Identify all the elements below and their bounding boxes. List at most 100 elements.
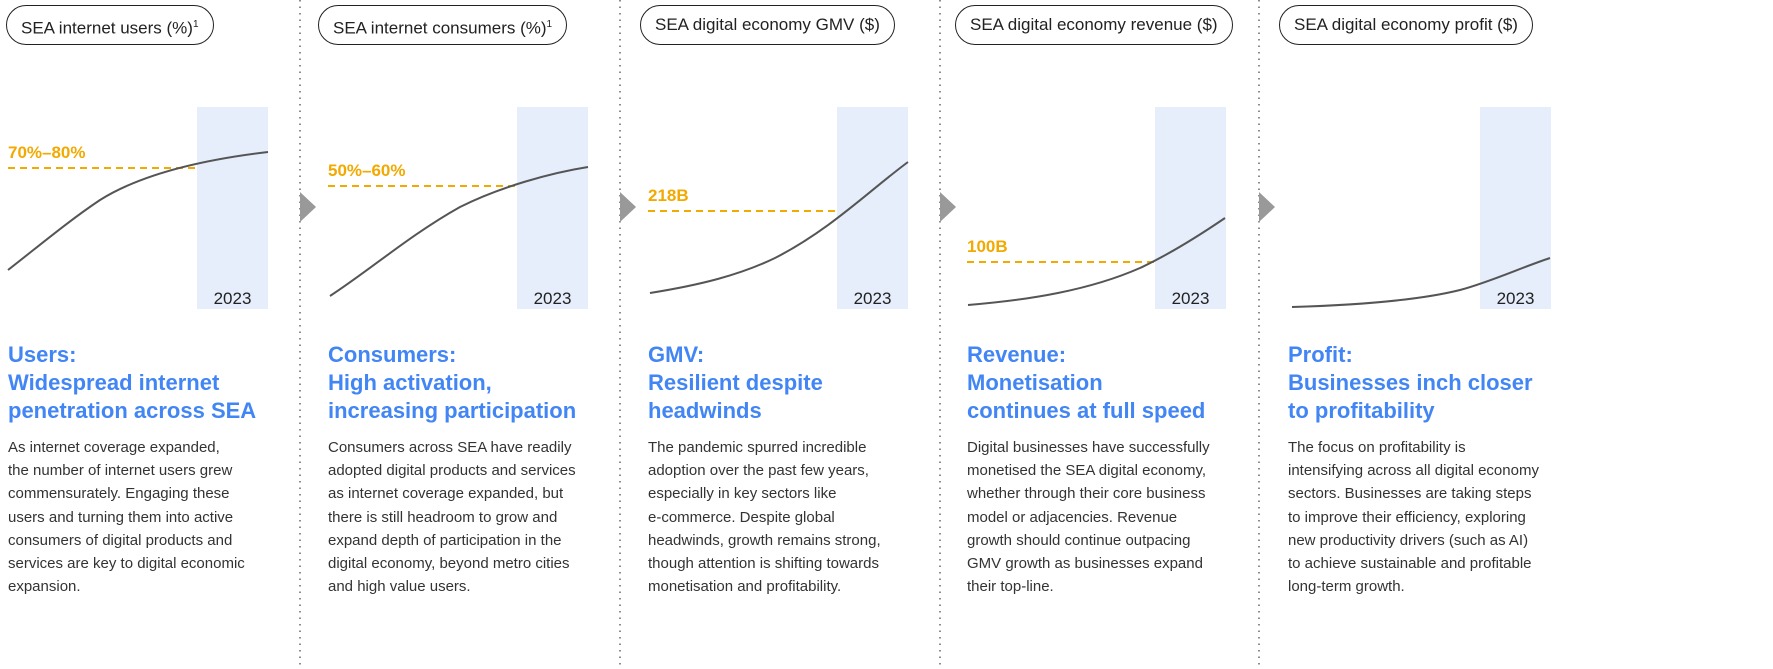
arrow	[1259, 192, 1275, 222]
body-text: Digital businesses have successfully mone…	[967, 436, 1210, 598]
text: model or adjacencies. Revenue	[967, 508, 1178, 526]
text: 50%–60%	[328, 161, 406, 180]
text: High activation,	[328, 370, 492, 395]
curve	[7, 151, 269, 271]
text: 218B	[648, 186, 689, 205]
arrow	[940, 192, 956, 222]
text: 2023	[533, 289, 572, 308]
heading: Revenue: Monetisation continues at full sp…	[967, 341, 1205, 425]
text: to improve their efficiency, exploring	[1288, 508, 1526, 526]
pill-label: SEA digital economy profit ($)	[1279, 5, 1533, 45]
text: The focus on profitability is	[1288, 439, 1466, 456]
text: 70%–80%	[8, 143, 86, 162]
text: 2023	[213, 289, 252, 308]
text: digital economy, beyond metro cities	[328, 555, 570, 573]
text: continues at full speed	[967, 398, 1206, 423]
text: 2023	[1496, 289, 1535, 308]
heading: Profit: Businesses inch closer to profitab…	[1288, 341, 1533, 425]
body-text: Consumers across SEA have readily adopted…	[328, 436, 576, 598]
text: adopted digital products and services	[328, 462, 576, 480]
arrow	[620, 192, 636, 222]
year-label: 2023	[517, 289, 588, 309]
body-text: The pandemic spurred incredible adoption …	[648, 436, 881, 598]
curve	[329, 166, 589, 297]
year-label: 2023	[1480, 289, 1551, 309]
text: SEA internet users (%)	[21, 18, 193, 38]
text: expansion.	[8, 578, 81, 596]
curve	[1291, 257, 1551, 308]
highlight-band	[837, 107, 908, 309]
text: Resilient despite	[648, 370, 823, 395]
text: GMV:	[648, 342, 705, 367]
text: monetisation and profitability.	[648, 578, 842, 596]
text: adoption over the past few years,	[648, 462, 869, 480]
year-label: 2023	[197, 289, 268, 309]
text: there is still headroom to grow and	[328, 508, 558, 526]
text: 2023	[853, 289, 892, 308]
text: services are key to digital economic	[8, 555, 245, 573]
text: whether through their core business	[967, 485, 1206, 503]
pill-label: SEA digital economy revenue ($)	[955, 5, 1233, 45]
text: GMV growth as businesses expand	[967, 555, 1203, 573]
text: 1	[192, 19, 199, 30]
text: especially in key sectors like	[648, 485, 837, 503]
text: e-commerce. Despite global	[648, 508, 835, 526]
text: as internet coverage expanded, but	[328, 485, 564, 503]
curve	[649, 161, 909, 294]
year-label: 2023	[837, 289, 908, 309]
heading: Consumers: High activation, increasing par…	[328, 341, 576, 425]
text: users and turning them into active	[8, 508, 234, 526]
text: SEA digital economy profit ($)	[1294, 15, 1518, 34]
text: commensurately. Engaging these	[8, 485, 230, 503]
text: headwinds	[648, 398, 762, 423]
year-label: 2023	[1155, 289, 1226, 309]
curve	[967, 217, 1226, 306]
text: sectors. Businesses are taking steps	[1288, 485, 1532, 503]
text: headwinds, growth remains strong,	[648, 531, 881, 549]
text: The pandemic spurred incredible	[648, 439, 867, 456]
body-text: As internet coverage expanded, the number…	[8, 436, 245, 598]
value-label: 70%–80%	[8, 143, 86, 163]
text: though attention is shifting towards	[648, 555, 879, 573]
value-label: 218B	[648, 186, 689, 206]
text: Consumers across SEA have readily	[328, 439, 572, 456]
pill-label: SEA internet users (%)1	[6, 5, 214, 45]
text: Profit:	[1288, 342, 1353, 367]
text: Revenue:	[967, 342, 1067, 367]
text: consumers of digital products and	[8, 531, 233, 549]
text: Digital businesses have successfully	[967, 439, 1210, 456]
highlight-band	[197, 107, 268, 309]
text: new productivity drivers (such as AI)	[1288, 531, 1529, 549]
value-label: 100B	[967, 237, 1008, 257]
text: expand depth of participation in the	[328, 531, 562, 549]
text: penetration across SEA	[8, 398, 257, 423]
text: Consumers:	[328, 342, 457, 367]
text: intensifying across all digital economy	[1288, 462, 1539, 480]
heading: Users: Widespread internet penetration acr…	[8, 341, 256, 425]
text: SEA digital economy revenue ($)	[970, 15, 1218, 34]
text: Users:	[8, 342, 77, 367]
text: 1	[546, 19, 553, 30]
value-label: 50%–60%	[328, 161, 406, 181]
text: 100B	[967, 237, 1008, 256]
pill-label: SEA internet consumers (%)1	[318, 5, 568, 45]
highlight-band	[1155, 107, 1226, 309]
text: As internet coverage expanded,	[8, 439, 220, 456]
body-text: The focus on profitability is intensifyin…	[1288, 436, 1539, 598]
text: Widespread internet	[8, 370, 220, 395]
text: the number of internet users grew	[8, 462, 233, 480]
text: long-term growth.	[1288, 578, 1405, 596]
heading: GMV: Resilient despite headwinds	[648, 341, 823, 425]
text: monetised the SEA digital economy,	[967, 462, 1207, 480]
highlight-band	[517, 107, 588, 309]
text: growth should continue outpacing	[967, 531, 1191, 549]
pill-label: SEA digital economy GMV ($)	[640, 5, 895, 45]
text: SEA digital economy GMV ($)	[655, 15, 880, 34]
text: their top-line.	[967, 578, 1054, 596]
text: Businesses inch closer	[1288, 370, 1533, 395]
text: increasing participation	[328, 398, 577, 423]
highlight-band	[1480, 107, 1551, 309]
text: to profitability	[1288, 398, 1435, 423]
